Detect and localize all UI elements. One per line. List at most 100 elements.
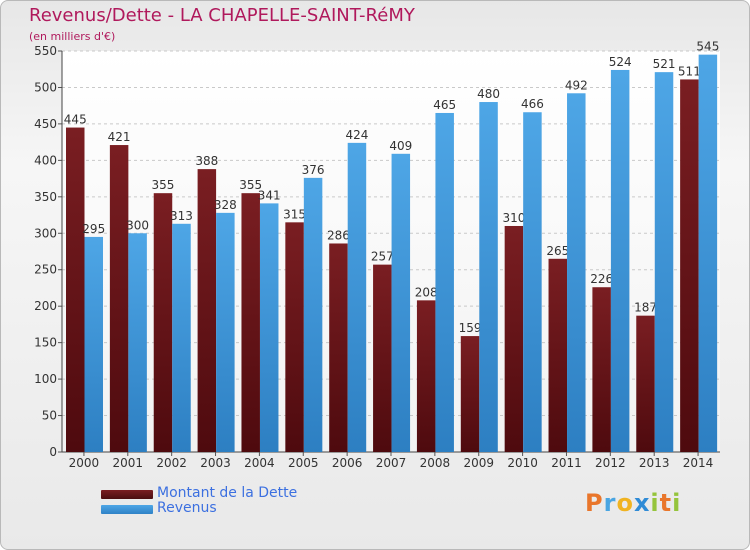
x-tick-label: 2004 — [244, 456, 275, 470]
x-tick-label: 2000 — [69, 456, 100, 470]
bar-revenus — [216, 212, 235, 452]
data-label-dette: 159 — [459, 321, 482, 335]
bar-revenus — [523, 112, 542, 452]
bar-revenus — [698, 54, 718, 453]
data-label-revenus: 545 — [696, 40, 719, 54]
data-label-dette: 257 — [371, 250, 394, 264]
data-label-dette: 388 — [195, 154, 218, 168]
data-label-dette: 265 — [546, 244, 569, 258]
data-label-revenus: 466 — [521, 97, 544, 111]
bar-dette — [592, 287, 611, 452]
data-label-revenus: 521 — [653, 57, 676, 71]
data-label-dette: 445 — [64, 113, 87, 127]
data-label-revenus: 409 — [389, 139, 412, 153]
bar-revenus — [84, 236, 103, 452]
logo-letter: o — [616, 489, 634, 517]
data-label-revenus: 376 — [302, 163, 325, 177]
bar-revenus — [479, 102, 498, 452]
bar-revenus — [347, 142, 367, 452]
x-tick-label: 2008 — [420, 456, 451, 470]
x-tick-label: 2014 — [683, 456, 714, 470]
bar-dette — [548, 258, 568, 452]
x-tick-label: 2002 — [156, 456, 187, 470]
y-tick-label: 450 — [34, 117, 57, 131]
bar-dette — [197, 169, 217, 452]
data-label-revenus: 295 — [82, 222, 105, 236]
y-tick-label: 200 — [34, 299, 57, 313]
data-label-dette: 187 — [634, 301, 657, 315]
y-tick-label: 150 — [34, 336, 57, 350]
x-tick-label: 2007 — [376, 456, 407, 470]
data-label-dette: 355 — [239, 178, 262, 192]
data-label-revenus: 300 — [126, 218, 149, 232]
data-label-dette: 226 — [590, 272, 613, 286]
bar-dette — [109, 145, 129, 452]
bar-revenus — [128, 233, 147, 452]
legend-swatch-revenus — [101, 505, 153, 514]
bar-dette — [66, 127, 85, 453]
bar-dette — [416, 300, 436, 452]
y-tick-label: 50 — [42, 409, 57, 423]
data-label-revenus: 424 — [345, 128, 368, 142]
y-tick-label: 300 — [34, 226, 57, 240]
bar-dette — [636, 315, 655, 452]
data-label-revenus: 341 — [258, 188, 281, 202]
logo-letter: i — [650, 489, 660, 517]
data-label-revenus: 492 — [565, 78, 588, 92]
x-tick-label: 2006 — [332, 456, 363, 470]
data-label-dette: 511 — [678, 64, 701, 78]
data-label-revenus: 465 — [433, 98, 456, 112]
data-label-dette: 421 — [108, 130, 131, 144]
data-label-dette: 310 — [502, 211, 525, 225]
data-label-revenus: 328 — [214, 198, 237, 212]
legend-label-revenus: Revenus — [157, 500, 217, 516]
data-label-revenus: 524 — [609, 55, 632, 69]
bar-revenus — [567, 93, 586, 453]
logo-letter: r — [603, 489, 617, 517]
bar-revenus — [259, 203, 279, 452]
logo-letter: i — [672, 489, 682, 517]
bar-revenus — [654, 72, 674, 452]
bar-dette — [153, 193, 173, 452]
y-tick-label: 500 — [34, 80, 57, 94]
bar-dette — [329, 243, 348, 452]
chart-subtitle: (en milliers d'€) — [29, 30, 116, 43]
x-tick-label: 2012 — [595, 456, 626, 470]
bar-dette — [504, 225, 524, 452]
data-label-revenus: 480 — [477, 87, 500, 101]
data-label-dette: 355 — [152, 178, 175, 192]
data-label-dette: 208 — [415, 285, 438, 299]
y-tick-label: 550 — [34, 44, 57, 58]
x-tick-label: 2001 — [113, 456, 144, 470]
data-label-dette: 286 — [327, 228, 350, 242]
bar-revenus — [391, 153, 411, 452]
legend-label-dette: Montant de la Dette — [157, 485, 298, 501]
bar-dette — [373, 264, 392, 452]
proxiti-logo: Proxiti — [585, 489, 681, 517]
x-tick-label: 2011 — [551, 456, 582, 470]
bar-dette — [241, 193, 260, 452]
bar-dette — [680, 79, 699, 453]
chart-title: Revenus/Dette - LA CHAPELLE-SAINT-RéMY — [29, 5, 415, 26]
x-tick-label: 2005 — [288, 456, 319, 470]
x-tick-label: 2003 — [200, 456, 231, 470]
x-tick-label: 2009 — [463, 456, 494, 470]
logo-letter: t — [659, 489, 673, 517]
data-label-revenus: 313 — [170, 209, 193, 223]
x-tick-label: 2010 — [507, 456, 538, 470]
y-tick-label: 250 — [34, 263, 57, 277]
bar-revenus — [610, 69, 630, 452]
bar-revenus — [303, 177, 323, 452]
bar-revenus — [435, 112, 454, 453]
logo-letter: P — [585, 489, 604, 517]
y-tick-label: 0 — [49, 445, 57, 459]
bar-dette — [285, 222, 304, 452]
bar-dette — [460, 336, 480, 452]
legend-swatch-dette — [101, 490, 153, 499]
bar-revenus — [172, 223, 191, 452]
y-tick-label: 350 — [34, 190, 57, 204]
data-label-dette: 315 — [283, 207, 306, 221]
y-tick-label: 100 — [34, 372, 57, 386]
